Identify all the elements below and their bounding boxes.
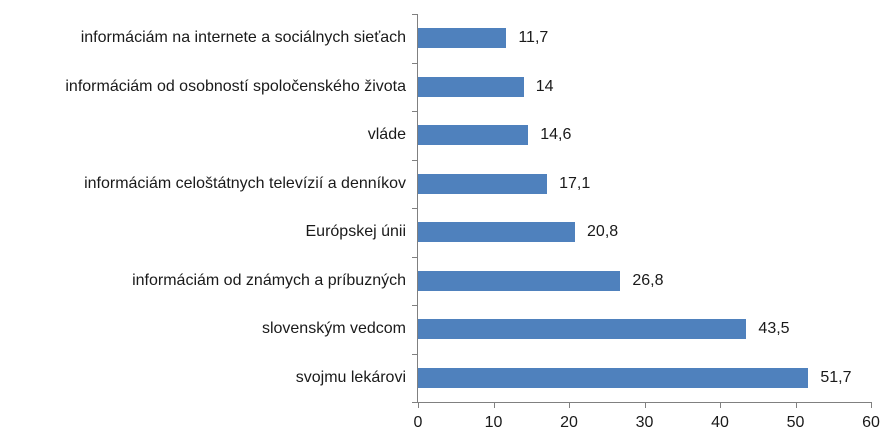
value-label: 11,7 xyxy=(518,29,549,47)
x-axis-tick-label: 30 xyxy=(635,414,654,431)
category-label: informáciám na internete a sociálnych si… xyxy=(80,29,406,47)
y-axis-tick xyxy=(412,159,418,161)
category-label: slovenským vedcom xyxy=(261,320,406,338)
y-axis-tick xyxy=(412,353,418,355)
y-axis-tick xyxy=(412,305,418,307)
x-axis-tick-label: 50 xyxy=(786,414,805,431)
bar xyxy=(418,319,747,340)
value-label: 43,5 xyxy=(758,320,790,338)
bar xyxy=(418,28,507,49)
category-label: informáciám celoštátnych televízií a den… xyxy=(84,174,406,192)
x-axis-tick-label: 10 xyxy=(484,414,503,431)
y-axis-tick xyxy=(412,256,418,258)
x-axis-tick-label: 40 xyxy=(711,414,729,431)
x-axis-tick xyxy=(720,402,722,408)
category-label: vláde xyxy=(367,126,406,144)
x-axis-tick xyxy=(569,402,571,408)
bar xyxy=(418,270,621,291)
x-axis-tick xyxy=(871,402,873,408)
category-label: Európskej únii xyxy=(305,223,407,241)
bar xyxy=(418,367,809,388)
bar xyxy=(418,173,548,194)
category-label: informáciám od známych a príbuzných xyxy=(132,271,406,289)
y-axis-tick xyxy=(412,62,418,64)
value-label: 17,1 xyxy=(559,174,591,192)
x-axis-tick xyxy=(493,402,495,408)
value-label: 14 xyxy=(535,77,554,95)
y-axis-tick xyxy=(412,14,418,16)
x-axis-tick-label: 60 xyxy=(862,414,880,431)
y-axis-tick xyxy=(412,111,418,113)
value-label: 26,8 xyxy=(632,271,664,289)
value-label: 51,7 xyxy=(820,368,852,386)
category-label: informáciám od osobností spoločenského ž… xyxy=(65,77,406,95)
value-label: 14,6 xyxy=(540,126,572,144)
x-axis-tick-label: 0 xyxy=(413,414,423,431)
x-axis-tick-label: 20 xyxy=(560,414,578,431)
bar xyxy=(418,125,529,146)
category-label: svojmu lekárovi xyxy=(295,368,406,386)
value-label: 20,8 xyxy=(587,223,619,241)
y-axis-tick xyxy=(412,208,418,210)
x-axis-tick xyxy=(644,402,646,408)
y-axis-tick xyxy=(412,402,418,404)
x-axis-tick xyxy=(795,402,797,408)
x-axis-tick xyxy=(418,402,420,408)
bar xyxy=(418,76,524,97)
bar xyxy=(418,222,576,243)
